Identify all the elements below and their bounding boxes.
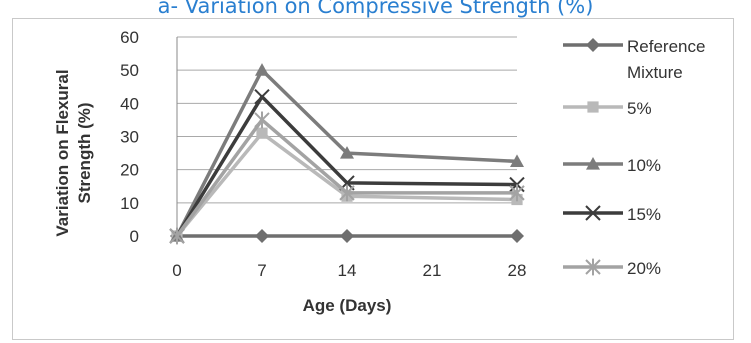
series-line-2	[175, 68, 518, 237]
data-point-series-0	[510, 229, 524, 243]
legend-label: 10%	[627, 156, 661, 175]
y-tick-label: 0	[130, 227, 139, 246]
x-tick-label: 14	[338, 261, 357, 280]
y-tick-label: 60	[120, 28, 139, 47]
data-point-series-3	[254, 88, 270, 105]
x-tick-label: 21	[423, 261, 442, 280]
y-axis-title-line: Variation on Flexural	[53, 69, 72, 236]
data-point-series-0	[255, 229, 269, 243]
y-tick-label: 50	[120, 61, 139, 80]
legend-marker-2	[586, 157, 600, 170]
series-line-3	[175, 94, 518, 237]
legend-label: Mixture	[627, 63, 683, 82]
legend-label: Reference	[627, 37, 705, 56]
y-axis-title-line: Strength (%)	[75, 102, 94, 203]
data-point-series-1	[256, 127, 268, 139]
legend-label: 15%	[627, 205, 661, 224]
x-tick-label: 7	[257, 261, 266, 280]
y-tick-label: 30	[120, 128, 139, 147]
x-tick-label: 0	[172, 261, 181, 280]
x-tick-label: 28	[508, 261, 527, 280]
data-point-series-4	[339, 184, 355, 202]
figure-caption: a- Variation on Compressive Strength (%)	[157, 0, 594, 18]
chart-frame	[12, 18, 734, 340]
data-point-series-0	[340, 229, 354, 243]
data-point-series-2	[510, 154, 524, 167]
y-tick-label: 20	[120, 161, 139, 180]
legend-marker-3	[585, 205, 601, 221]
legend-marker-0	[586, 38, 600, 52]
data-point-series-4	[169, 227, 185, 245]
legend-label: 20%	[627, 259, 661, 278]
y-axis-title: Variation on Flexural Strength (%)	[53, 69, 94, 236]
series-line-1	[175, 131, 518, 238]
y-tick-label: 40	[120, 94, 139, 113]
data-point-series-2	[255, 63, 269, 76]
series-line-4	[175, 118, 517, 238]
x-axis-title: Age (Days)	[303, 296, 392, 315]
legend-marker-4	[585, 258, 601, 276]
y-tick-label: 10	[120, 194, 139, 213]
data-point-series-4	[254, 111, 270, 129]
legend-marker-1	[587, 101, 599, 113]
legend-label: 5%	[627, 99, 652, 118]
data-point-series-2	[340, 146, 354, 159]
data-point-series-4	[509, 184, 525, 202]
